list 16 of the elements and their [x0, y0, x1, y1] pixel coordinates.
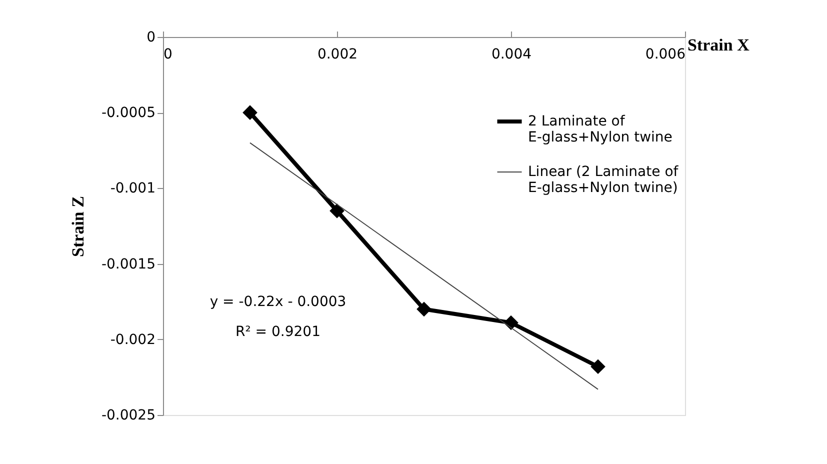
x-axis-title: Strain X: [688, 36, 750, 54]
y-tick-label: -0.002: [110, 332, 156, 348]
y-tick-label: 0: [146, 30, 156, 46]
x-tick-label: 0.006: [645, 46, 686, 62]
y-tick-label: -0.0015: [101, 256, 156, 272]
y-tick-label: -0.0025: [101, 408, 156, 424]
x-tick-label: 0.004: [491, 46, 532, 62]
legend-label: 2 Laminate of E-glass+Nylon twine: [528, 114, 672, 146]
y-tick-label: -0.0005: [101, 105, 156, 122]
annotation: y = -0.22x - 0.0003: [210, 294, 346, 310]
y-tick-label: -0.001: [110, 180, 156, 197]
x-tick-label: 0.002: [317, 46, 358, 62]
x-tick-label: 0: [164, 46, 172, 62]
annotation: R² = 0.9201: [236, 324, 320, 340]
legend-label: Linear (2 Laminate of E-glass+Nylon twine): [528, 164, 680, 196]
y-axis-title: Strain Z: [68, 196, 88, 257]
